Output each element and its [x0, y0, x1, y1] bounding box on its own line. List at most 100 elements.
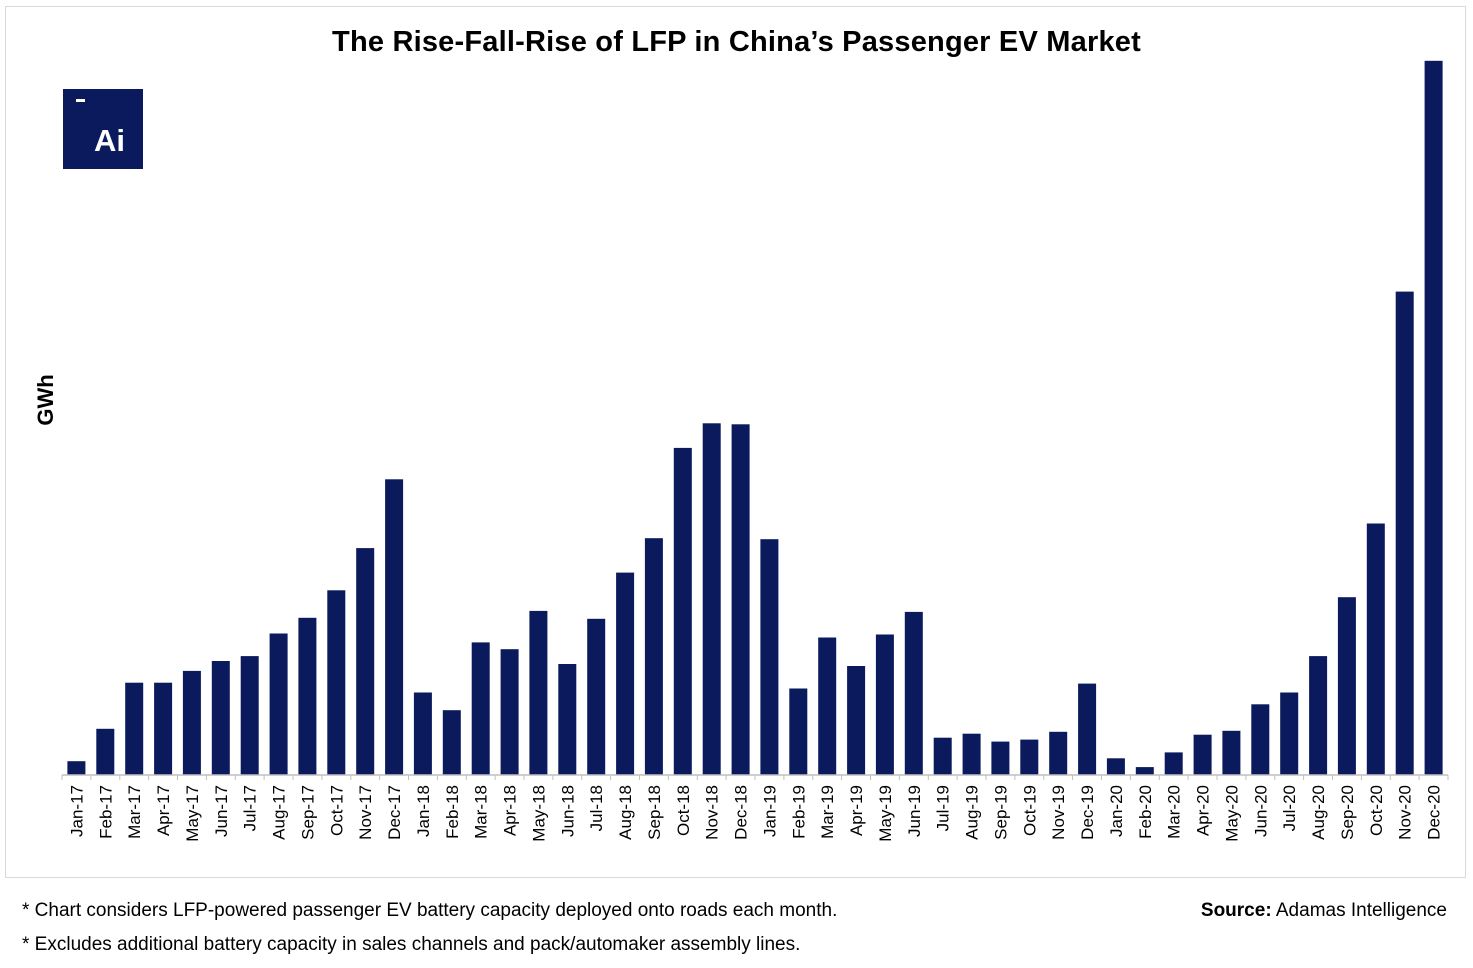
bar-oct-20 — [1366, 523, 1385, 775]
x-tick-label: Oct-17 — [327, 785, 346, 836]
x-tick-label: Jan-20 — [1107, 785, 1126, 837]
bar-feb-20 — [1135, 767, 1154, 775]
x-tick-label: Apr-18 — [501, 785, 520, 836]
bar-jun-19 — [904, 611, 923, 775]
x-tick-label: Oct-18 — [674, 785, 693, 836]
bar-nov-17 — [356, 548, 375, 775]
bar-dec-18 — [731, 424, 750, 775]
footnote-1: * Chart considers LFP-powered passenger … — [22, 900, 838, 921]
logo-text: Ai — [94, 123, 125, 158]
x-tick-label: Feb-18 — [443, 785, 462, 839]
bar-may-19 — [875, 634, 894, 775]
x-tick-label: Jul-18 — [587, 785, 606, 831]
bar-jun-17 — [211, 661, 230, 775]
x-tick-label: Nov-18 — [703, 785, 722, 840]
bar-dec-17 — [385, 479, 404, 775]
bar-jul-18 — [587, 618, 606, 775]
bar-jan-19 — [760, 539, 779, 775]
logo-dash-mark — [76, 99, 85, 102]
bar-aug-20 — [1309, 656, 1328, 775]
x-tick-label: May-18 — [529, 785, 548, 842]
x-tick-label: Jun-19 — [905, 785, 924, 837]
bar-mar-18 — [471, 642, 490, 775]
x-tick-label: Dec-18 — [732, 785, 751, 840]
x-tick-label: Jun-17 — [212, 785, 231, 837]
x-tick-label: Jul-17 — [241, 785, 260, 831]
bar-apr-17 — [154, 682, 173, 775]
x-tick-label: Aug-17 — [270, 785, 289, 840]
x-tick-label: Dec-20 — [1425, 785, 1444, 840]
x-tick-label: Nov-17 — [356, 785, 375, 840]
bar-apr-20 — [1193, 734, 1212, 775]
bar-aug-17 — [269, 633, 288, 775]
bar-oct-17 — [327, 590, 346, 775]
bar-jul-19 — [933, 737, 952, 775]
x-tick-label: Jul-20 — [1280, 785, 1299, 831]
x-tick-label: Dec-19 — [1078, 785, 1097, 840]
adamas-logo: Ai — [63, 89, 143, 169]
bar-may-20 — [1222, 730, 1241, 775]
x-tick-label: Oct-20 — [1367, 785, 1386, 836]
bar-apr-18 — [500, 649, 519, 775]
x-tick-label: May-20 — [1222, 785, 1241, 842]
source-credit: Source: Adamas Intelligence — [1201, 900, 1447, 922]
bar-sep-17 — [298, 617, 317, 775]
x-tick-label: Jan-19 — [760, 785, 779, 837]
bar-mar-17 — [125, 682, 144, 775]
bar-jan-17 — [67, 761, 86, 775]
bar-mar-20 — [1164, 752, 1183, 775]
bar-may-17 — [182, 670, 201, 775]
x-tick-label: Feb-20 — [1136, 785, 1155, 839]
x-tick-label: Jun-18 — [558, 785, 577, 837]
x-tick-label: Aug-20 — [1309, 785, 1328, 840]
bar-sep-18 — [644, 538, 663, 775]
bar-jan-20 — [1106, 758, 1125, 775]
x-tick-label: Jul-19 — [934, 785, 953, 831]
x-tick-label: Nov-20 — [1396, 785, 1415, 840]
x-tick-label: Nov-19 — [1049, 785, 1068, 840]
chart-title: The Rise-Fall-Rise of LFP in China’s Pas… — [332, 26, 1141, 58]
x-tick-label: Mar-18 — [472, 785, 491, 839]
x-tick-label: Jan-18 — [414, 785, 433, 837]
x-tick-label: Sep-20 — [1338, 785, 1357, 840]
bar-nov-18 — [702, 423, 721, 775]
bar-aug-19 — [962, 733, 981, 775]
bar-mar-19 — [818, 637, 837, 775]
x-tick-label: Aug-19 — [963, 785, 982, 840]
bar-aug-18 — [616, 572, 635, 775]
bar-jul-20 — [1280, 692, 1299, 775]
source-text: Adamas Intelligence — [1271, 900, 1447, 921]
bar-oct-19 — [1020, 739, 1039, 775]
bar-dec-20 — [1424, 60, 1443, 776]
bar-jun-18 — [558, 664, 577, 775]
bar-nov-19 — [1049, 731, 1068, 775]
bar-jun-20 — [1251, 704, 1270, 775]
bar-feb-19 — [789, 688, 808, 775]
x-tick-label: May-19 — [876, 785, 895, 842]
x-tick-label: Aug-18 — [616, 785, 635, 840]
x-tick-label: Feb-17 — [96, 785, 115, 839]
x-tick-label: Mar-20 — [1165, 785, 1184, 839]
x-tick-label: Oct-19 — [1020, 785, 1039, 836]
x-tick-label: Feb-19 — [789, 785, 808, 839]
bar-nov-20 — [1395, 291, 1414, 775]
bar-apr-19 — [847, 666, 866, 775]
x-tick-label: Jan-17 — [67, 785, 86, 837]
bar-chart: Jan-17 Feb-17 Mar-17 Apr-17 May-17 Jun-17 Jul-… — [61, 60, 1449, 842]
x-tick-label: Mar-19 — [818, 785, 837, 839]
bar-jan-18 — [413, 692, 432, 775]
x-tick-label: Sep-17 — [298, 785, 317, 840]
x-tick-label: Apr-17 — [154, 785, 173, 836]
bar-sep-19 — [991, 741, 1010, 775]
x-tick-label: Sep-19 — [991, 785, 1010, 840]
x-tick-label: Apr-20 — [1194, 785, 1213, 836]
x-tick-label: Jun-20 — [1251, 785, 1270, 837]
bar-sep-20 — [1337, 597, 1356, 775]
x-tick-label: Dec-17 — [385, 785, 404, 840]
x-tick-label: Mar-17 — [125, 785, 144, 839]
source-label: Source: — [1200, 900, 1272, 921]
x-tick-label: Apr-19 — [847, 785, 866, 836]
bar-jul-17 — [240, 656, 259, 775]
bar-feb-17 — [96, 728, 115, 775]
x-tick-label: May-17 — [183, 785, 202, 842]
